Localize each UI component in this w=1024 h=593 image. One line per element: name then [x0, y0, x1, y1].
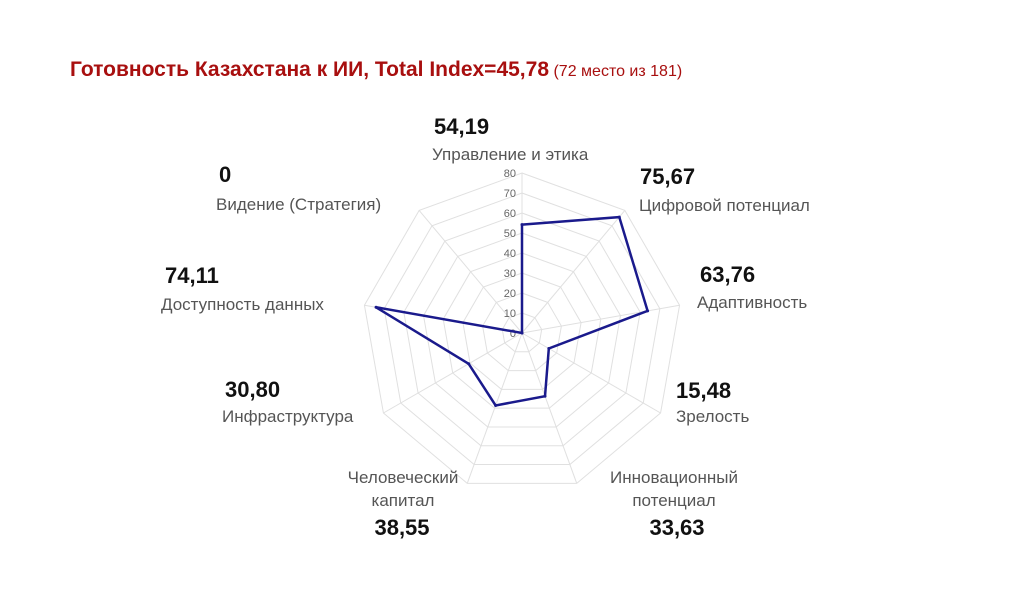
grid-ring — [363, 172, 681, 484]
value-label: 63,76 — [700, 262, 755, 287]
grid-spoke — [521, 332, 578, 484]
value-label: 38,55 — [374, 515, 429, 540]
chart-title-rank: (72 место из 181) — [553, 63, 683, 80]
data-point — [374, 305, 378, 309]
tick-label: 60 — [504, 208, 516, 220]
value-label: 15,48 — [676, 378, 731, 403]
category-label: капитал — [372, 491, 435, 510]
data-point — [617, 215, 621, 219]
category-label: Инфраструктура — [222, 407, 354, 426]
data-point — [467, 362, 471, 366]
category-label: Доступность данных — [161, 295, 324, 314]
chart-title-main: Готовность Казахстана к ИИ, Total Index=… — [70, 58, 550, 81]
grid-spoke — [466, 332, 523, 484]
data-point — [520, 331, 524, 335]
chart-title: Готовность Казахстана к ИИ, Total Index=… — [70, 58, 682, 82]
grid-ring — [501, 312, 543, 353]
grid-ring — [482, 292, 562, 372]
tick-label: 80 — [504, 168, 516, 180]
grid-spoke — [521, 210, 626, 334]
tick-label: 40 — [504, 248, 516, 260]
tick-label: 50 — [504, 228, 516, 240]
grid-spoke — [383, 332, 523, 414]
tick-label: 0 — [510, 328, 516, 340]
tick-label: 10 — [504, 308, 516, 320]
value-label: 30,80 — [225, 377, 280, 402]
category-label: Инновационный — [610, 468, 738, 487]
value-label: 0 — [219, 162, 231, 187]
data-point — [646, 309, 650, 313]
category-label: Цифровой потенциал — [639, 196, 810, 215]
category-label: Человеческий — [348, 468, 459, 487]
category-label: Адаптивность — [697, 293, 807, 312]
value-label: 75,67 — [640, 164, 695, 189]
grid-ring — [462, 272, 582, 390]
grid-spoke — [521, 304, 680, 334]
category-label: потенциал — [632, 491, 715, 510]
grid-ring — [442, 252, 602, 409]
grid-ring — [383, 192, 661, 466]
grid-spoke — [418, 210, 523, 334]
data-point — [520, 223, 524, 227]
category-label: Видение (Стратегия) — [216, 195, 381, 214]
data-point — [543, 394, 547, 398]
category-label: Зрелость — [676, 407, 749, 426]
grid-ring — [422, 232, 622, 428]
data-point — [547, 346, 551, 350]
grid-ring — [403, 212, 641, 447]
grid-spoke — [521, 332, 661, 414]
category-label: Управление и этика — [432, 145, 589, 164]
tick-label: 20 — [504, 288, 516, 300]
data-point — [494, 403, 498, 407]
value-label: 54,19 — [434, 114, 489, 139]
value-label: 33,63 — [649, 515, 704, 540]
data-series-line — [375, 215, 650, 407]
tick-label: 70 — [504, 188, 516, 200]
tick-label: 30 — [504, 268, 516, 280]
value-label: 74,11 — [165, 263, 219, 288]
